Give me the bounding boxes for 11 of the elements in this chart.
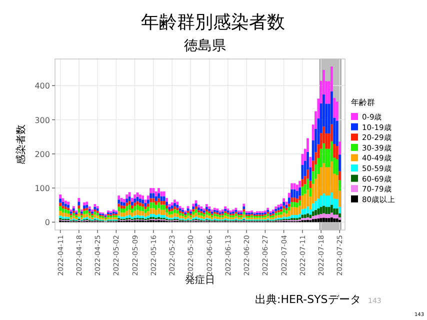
chart-subtitle: 徳島県 xyxy=(184,38,226,54)
y-axis-title: 感染者数 xyxy=(15,124,27,164)
source-note: 出典:HER-SYSデータ xyxy=(255,293,361,306)
y-tick-label: 300 xyxy=(34,116,50,125)
y-tick-label: 200 xyxy=(34,150,50,159)
y-tick-label: 100 xyxy=(34,184,50,194)
y-tick-label: 0 xyxy=(44,218,50,228)
y-tick-label: 400 xyxy=(34,82,50,91)
chart-title: 年齢群別感染者数 xyxy=(141,12,285,33)
legend-title: 年齢群 xyxy=(351,98,375,107)
x-axis-title: 発症日 xyxy=(185,274,215,286)
